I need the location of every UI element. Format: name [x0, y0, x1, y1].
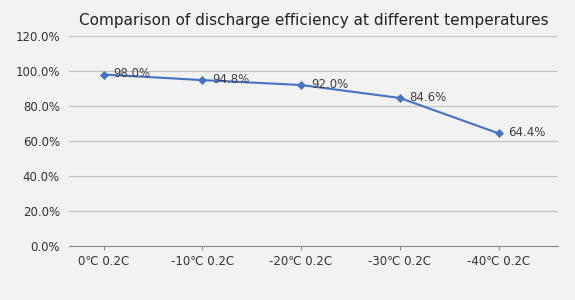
Text: 64.4%: 64.4% [508, 126, 546, 139]
Text: 98.0%: 98.0% [113, 67, 151, 80]
Text: 84.6%: 84.6% [409, 91, 447, 103]
Text: 94.8%: 94.8% [212, 73, 250, 86]
Text: 92.0%: 92.0% [311, 78, 348, 91]
Title: Comparison of discharge efficiency at different temperatures: Comparison of discharge efficiency at di… [79, 13, 548, 28]
